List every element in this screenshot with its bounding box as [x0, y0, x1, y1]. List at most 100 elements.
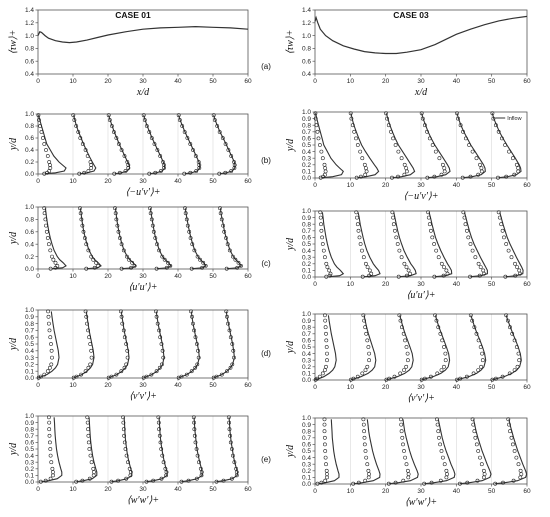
case01_ww-ytick-label-9: 0.9 [25, 420, 34, 427]
case03_ww-marker-4-0 [457, 481, 462, 486]
case01_uu-ytick-label-3: 0.6 [25, 229, 34, 236]
case01_uu-marker-4-1 [200, 265, 205, 270]
case01_uu-ytick-label-4: 0.8 [25, 217, 34, 224]
case03_uv-marker-0-0 [318, 175, 323, 180]
case01_uu-marker-2-6 [121, 248, 126, 253]
case03_ww-marker-5-9 [511, 442, 515, 447]
case03_vv-marker-2-2 [392, 374, 397, 379]
case03_uv-marker-0-6 [320, 156, 325, 161]
case03_ww-marker-4-5 [481, 468, 486, 473]
case01_ww-marker-2-13 [121, 415, 126, 420]
case01_uv-ytick-label-0: 0.0 [25, 171, 34, 178]
case01_vv-marker-5-9 [228, 335, 233, 340]
case03_ww-ytick-label-8: 0.8 [302, 428, 311, 435]
case01_ww-marker-2-0 [109, 479, 114, 484]
case01_uv-marker-1-0 [77, 171, 82, 176]
case01_uu-marker-3-7 [155, 242, 159, 247]
case03_ww-marker-1-7 [364, 455, 369, 460]
case01_uu-marker-4-5 [195, 254, 200, 259]
case03_ww-marker-3-5 [444, 468, 449, 473]
case01_uu-marker-2-3 [130, 260, 135, 265]
case03_uv-marker-5-1 [504, 174, 509, 179]
case01_uu-marker-5-0 [224, 266, 229, 271]
case03_vv-xtick-label-1: 10 [347, 384, 355, 391]
case01_uv-marker-4-5 [196, 160, 201, 164]
case01_uu-ylabel: y/d [8, 231, 19, 245]
case01_uu-marker-2-2 [132, 263, 137, 268]
case01_uv-ytick-label-2: 0.4 [25, 147, 34, 154]
case03_uu-marker-2-1 [404, 273, 409, 278]
case03_ww-xtick-label-4: 40 [453, 488, 461, 495]
case03_ww-ytick-label-0: 0.0 [302, 481, 311, 488]
case01_uu-marker-1-6 [86, 248, 91, 253]
case03_uu-marker-0-9 [320, 235, 325, 240]
case03_uu-ytick-label-6: 0.6 [302, 235, 311, 242]
case01_ww-marker-1-0 [74, 479, 79, 484]
case03_ww-marker-2-2 [401, 478, 406, 483]
case03_uv-marker-3-8 [430, 143, 435, 147]
case01_uu-marker-1-3 [94, 260, 99, 265]
case01_vv-marker-3-11 [155, 321, 160, 326]
case03_uv-marker-5-3 [516, 169, 521, 174]
case03_vv-series-line-2 [386, 315, 414, 381]
case03_uu-marker-5-12 [497, 215, 502, 220]
case03_uv-marker-0-13 [313, 111, 318, 116]
case01_uv-marker-2-6 [122, 154, 127, 158]
case01_uv-marker-4-7 [191, 148, 195, 152]
case01_vv-marker-5-3 [225, 369, 229, 374]
case01_uu-marker-2-12 [113, 211, 118, 216]
case03_uv-marker-4-4 [479, 166, 484, 171]
case01_uv-marker-3-6 [158, 154, 163, 158]
case03_uv-marker-1-4 [363, 166, 368, 171]
case01_uu-marker-4-4 [198, 257, 202, 262]
case03_uv-marker-2-13 [384, 111, 388, 116]
case03_uu-marker-4-6 [473, 255, 478, 260]
case03_ww-marker-5-8 [512, 449, 517, 453]
case01_vv-xlabel: ⟨v′v′⟩+ [129, 391, 157, 402]
case03_ww-marker-3-3 [444, 475, 449, 480]
case03_tau-ytick-label-2: 0.8 [302, 46, 311, 53]
case01_ww-marker-0-5 [50, 466, 55, 471]
case01_ww-series-line-0 [41, 417, 63, 483]
case03_uu-marker-3-6 [436, 255, 441, 260]
case03_uv-marker-1-7 [358, 149, 363, 154]
case01_ww-marker-2-4 [128, 470, 133, 475]
case03_vv-ytick-label-4: 0.4 [302, 351, 311, 358]
case01_vv-marker-3-5 [159, 362, 164, 367]
case03_uu-marker-1-5 [363, 261, 368, 266]
case03_uv-series-line-1 [350, 113, 380, 179]
case03_ww-marker-1-6 [365, 462, 370, 467]
case03_uu-xtick-label-3: 30 [417, 281, 425, 288]
case01_vv-marker-2-13 [119, 309, 123, 314]
case01_uv-marker-1-8 [80, 142, 85, 146]
case01_ww-ytick-label-6: 0.6 [25, 440, 34, 447]
case01_vv-marker-1-2 [79, 372, 84, 377]
case03_uu-marker-5-8 [504, 242, 509, 246]
case01_uv-xlabel: ⟨−u′v′⟩+ [125, 187, 160, 198]
case01_uu-marker-3-10 [150, 223, 155, 228]
case03_uu-marker-4-5 [476, 261, 481, 266]
case03_vv-marker-2-8 [404, 345, 409, 349]
case01_uu-ytick-label-1: 0.2 [25, 254, 34, 261]
case03_tau-xtick-label-5: 50 [488, 78, 496, 85]
case03_vv-marker-1-3 [360, 371, 365, 376]
case03_ww-marker-1-4 [367, 472, 372, 477]
case03_vv-marker-0-10 [324, 331, 328, 336]
case01_uv-marker-2-13 [106, 113, 111, 118]
case03_tau-xlabel: x/d [414, 87, 428, 98]
case03_vv-marker-1-4 [363, 368, 368, 373]
case03_uv-marker-1-6 [360, 156, 365, 161]
case01_ww-marker-4-13 [191, 415, 196, 420]
case03_uv-marker-0-10 [315, 129, 320, 134]
case03_ww-marker-5-7 [514, 455, 519, 460]
case01_ww-marker-5-0 [214, 479, 219, 484]
case03_ww-marker-5-6 [516, 462, 521, 467]
case03_uv-marker-1-3 [364, 169, 369, 174]
case03_uv-ytick-label-6: 0.6 [302, 136, 311, 143]
case03_uv-series-line-0 [315, 113, 344, 179]
case01_vv-marker-2-3 [119, 369, 124, 374]
case03_ww-marker-1-12 [361, 422, 366, 427]
case01_ww-ytick-label-2: 0.2 [25, 466, 34, 473]
case01_vv-series-line-0 [38, 311, 60, 379]
case01_vv-marker-5-5 [230, 362, 235, 367]
